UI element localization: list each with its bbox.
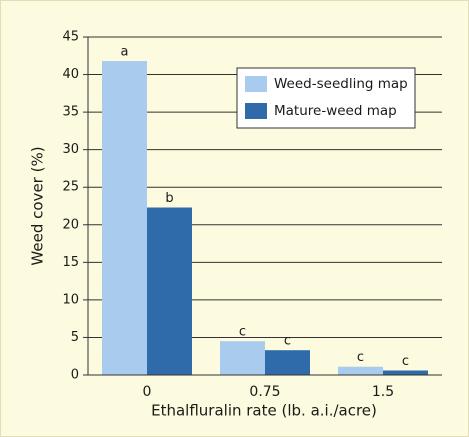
y-tick-label: 30 xyxy=(62,142,79,157)
bar xyxy=(147,207,192,375)
y-tick-label: 20 xyxy=(62,217,79,232)
x-tick-label: 0.75 xyxy=(249,384,280,400)
bar-annotation: c xyxy=(284,334,291,349)
bar-annotation: a xyxy=(121,45,129,60)
y-axis-label: Weed cover (%) xyxy=(29,146,47,265)
x-axis-label: Ethalfluralin rate (lb. a.i./acre) xyxy=(151,402,377,420)
y-tick-label: 15 xyxy=(62,255,79,270)
bar xyxy=(220,341,265,375)
bar xyxy=(102,61,147,376)
bar xyxy=(265,350,310,375)
bar-annotation: c xyxy=(239,325,246,340)
y-tick-label: 10 xyxy=(62,292,79,307)
x-tick-label: 1.5 xyxy=(372,384,394,400)
x-tick-label: 0 xyxy=(143,384,152,400)
bar-annotation: c xyxy=(357,350,364,365)
legend-swatch xyxy=(245,103,267,119)
bar-annotation: b xyxy=(165,191,173,206)
legend-label: Mature-weed map xyxy=(274,103,397,119)
y-tick-label: 5 xyxy=(71,330,79,345)
legend-label: Weed-seedling map xyxy=(274,76,408,92)
y-tick-label: 25 xyxy=(62,180,79,195)
y-tick-label: 0 xyxy=(71,368,79,383)
bar xyxy=(338,366,383,375)
bar xyxy=(383,370,428,375)
y-tick-label: 45 xyxy=(62,30,79,45)
y-tick-label: 35 xyxy=(62,105,79,120)
y-tick-label: 40 xyxy=(62,67,79,82)
bar-annotation: c xyxy=(402,354,409,369)
legend-swatch xyxy=(245,76,267,92)
